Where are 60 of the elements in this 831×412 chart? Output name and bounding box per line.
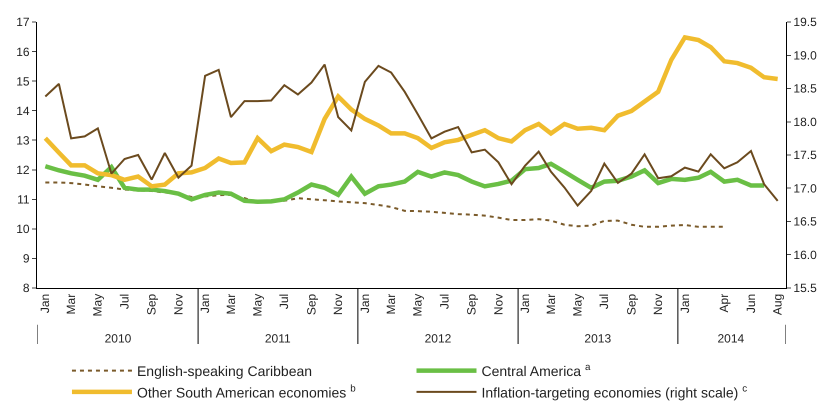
x-tick-label: May <box>90 294 105 316</box>
y-tick-label: 12 <box>16 162 30 177</box>
y2-tick-label: 18.5 <box>793 82 818 96</box>
x-tick-label: Mar <box>224 294 238 314</box>
x-tick-label: Nov <box>171 294 186 316</box>
x-tick-label: May <box>250 294 265 316</box>
x2-tick-label: 2010 <box>104 331 132 346</box>
x-tick-label: Jan <box>358 294 372 314</box>
x2-tick-label: 2013 <box>584 331 612 346</box>
line-series <box>43 162 766 204</box>
x2-tick-label: 2014 <box>717 331 745 346</box>
y2-tick-label: 15.5 <box>793 281 818 296</box>
x-tick-label: Jan <box>198 294 212 314</box>
line-series <box>44 64 779 207</box>
x-tick-label: Jul <box>277 294 292 310</box>
y-tick-label: 11 <box>17 192 30 207</box>
x-tick-label: Jan <box>38 294 52 314</box>
legend-label: Central America $^{a}$ <box>482 362 591 380</box>
x-tick-label: Aug <box>770 294 785 316</box>
y2-tick-label: 18.0 <box>793 114 818 129</box>
y2-tick-label: 19.0 <box>793 48 818 62</box>
x-tick-label: Mar <box>64 294 78 314</box>
y-tick-label: 17 <box>16 15 30 30</box>
y2-tick-label: 17.0 <box>793 181 818 196</box>
y-tick-label: 9 <box>22 252 30 266</box>
x-tick-label: Sep <box>624 293 638 316</box>
legend-label: English-speaking Caribbean <box>136 363 312 380</box>
x-tick-label: Jan <box>518 294 532 314</box>
x-tick-label: May <box>410 294 425 316</box>
x-tick-label: Nov <box>491 294 506 316</box>
x-tick-label: Sep <box>144 293 159 316</box>
x-tick-label: May <box>570 294 585 316</box>
x-tick-label: Nov <box>651 294 666 316</box>
x-tick-label: Jul <box>117 294 132 310</box>
y2-tick-label: 17.5 <box>793 148 818 162</box>
x-tick-label: Sep <box>304 293 318 316</box>
x-tick-label: Nov <box>331 294 346 316</box>
x-tick-label: Sep <box>464 293 479 316</box>
y-tick-label: 8 <box>22 281 30 296</box>
y-tick-label: 13 <box>16 133 30 148</box>
line-series <box>44 181 726 228</box>
legend-label: Inflation-targeting economies (right scale) $^{c}$ <box>482 383 748 400</box>
y2-tick-label: 16.5 <box>793 214 818 229</box>
x-tick-label: Jun <box>744 294 758 314</box>
x-tick-label: Jul <box>437 294 452 310</box>
line-series <box>43 35 780 189</box>
y-tick-label: 15 <box>16 74 30 88</box>
y2-tick-label: 16.0 <box>793 248 818 262</box>
y2-tick-label: 19.5 <box>793 15 818 30</box>
x-tick-label: Mar <box>384 294 398 314</box>
x-tick-label: Mar <box>544 294 558 314</box>
x-tick-label: Jan <box>678 294 692 314</box>
x-tick-label: Apr <box>717 294 732 312</box>
legend-label: Other South American economies $^{b}$ <box>136 383 356 400</box>
x2-tick-label: 2012 <box>424 331 452 346</box>
y-tick-label: 16 <box>16 44 30 59</box>
y-tick-label: 10 <box>16 222 30 236</box>
x2-tick-label: 2011 <box>264 331 291 346</box>
y-tick-label: 14 <box>16 104 30 118</box>
x-tick-label: Jul <box>597 294 612 310</box>
